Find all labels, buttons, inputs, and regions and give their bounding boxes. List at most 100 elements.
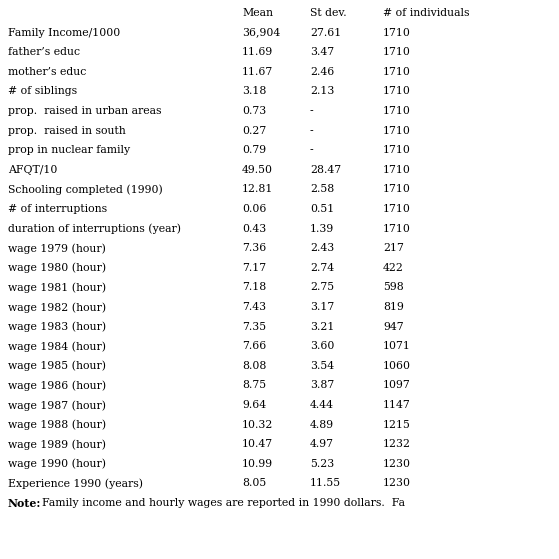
Text: 11.69: 11.69 xyxy=(242,47,273,57)
Text: 422: 422 xyxy=(383,263,404,273)
Text: 9.64: 9.64 xyxy=(242,400,266,410)
Text: 27.61: 27.61 xyxy=(310,27,341,37)
Text: prop in nuclear family: prop in nuclear family xyxy=(8,145,130,155)
Text: 1230: 1230 xyxy=(383,459,411,469)
Text: Note:: Note: xyxy=(8,498,41,509)
Text: 0.79: 0.79 xyxy=(242,145,266,155)
Text: 947: 947 xyxy=(383,321,404,331)
Text: 0.06: 0.06 xyxy=(242,204,267,214)
Text: 0.27: 0.27 xyxy=(242,126,266,136)
Text: 28.47: 28.47 xyxy=(310,165,341,175)
Text: wage 1980 (hour): wage 1980 (hour) xyxy=(8,263,106,273)
Text: wage 1990 (hour): wage 1990 (hour) xyxy=(8,459,106,470)
Text: wage 1987 (hour): wage 1987 (hour) xyxy=(8,400,106,410)
Text: 217: 217 xyxy=(383,243,404,253)
Text: 1071: 1071 xyxy=(383,341,411,351)
Text: 0.51: 0.51 xyxy=(310,204,334,214)
Text: 1710: 1710 xyxy=(383,47,411,57)
Text: 4.97: 4.97 xyxy=(310,439,334,449)
Text: wage 1989 (hour): wage 1989 (hour) xyxy=(8,439,106,450)
Text: 819: 819 xyxy=(383,302,404,312)
Text: prop.  raised in south: prop. raised in south xyxy=(8,126,126,136)
Text: wage 1988 (hour): wage 1988 (hour) xyxy=(8,420,106,430)
Text: St dev.: St dev. xyxy=(310,8,347,18)
Text: 1710: 1710 xyxy=(383,126,411,136)
Text: 1710: 1710 xyxy=(383,106,411,116)
Text: 1232: 1232 xyxy=(383,439,411,449)
Text: 2.74: 2.74 xyxy=(310,263,334,273)
Text: Family Income/1000: Family Income/1000 xyxy=(8,27,120,37)
Text: wage 1979 (hour): wage 1979 (hour) xyxy=(8,243,106,254)
Text: 1710: 1710 xyxy=(383,87,411,96)
Text: 1710: 1710 xyxy=(383,184,411,195)
Text: 10.47: 10.47 xyxy=(242,439,273,449)
Text: 1710: 1710 xyxy=(383,224,411,234)
Text: 3.60: 3.60 xyxy=(310,341,334,351)
Text: 1060: 1060 xyxy=(383,361,411,371)
Text: wage 1984 (hour): wage 1984 (hour) xyxy=(8,341,106,352)
Text: 2.75: 2.75 xyxy=(310,282,334,292)
Text: 3.54: 3.54 xyxy=(310,361,334,371)
Text: 3.87: 3.87 xyxy=(310,381,334,390)
Text: 7.17: 7.17 xyxy=(242,263,266,273)
Text: wage 1981 (hour): wage 1981 (hour) xyxy=(8,282,106,293)
Text: duration of interruptions (year): duration of interruptions (year) xyxy=(8,224,181,234)
Text: 1710: 1710 xyxy=(383,27,411,37)
Text: 0.43: 0.43 xyxy=(242,224,266,234)
Text: 3.47: 3.47 xyxy=(310,47,334,57)
Text: Experience 1990 (years): Experience 1990 (years) xyxy=(8,479,143,489)
Text: 36,904: 36,904 xyxy=(242,27,280,37)
Text: wage 1985 (hour): wage 1985 (hour) xyxy=(8,361,106,371)
Text: 3.18: 3.18 xyxy=(242,87,267,96)
Text: -: - xyxy=(310,106,314,116)
Text: 1710: 1710 xyxy=(383,204,411,214)
Text: 2.43: 2.43 xyxy=(310,243,334,253)
Text: # of siblings: # of siblings xyxy=(8,87,77,96)
Text: wage 1986 (hour): wage 1986 (hour) xyxy=(8,381,106,391)
Text: 7.66: 7.66 xyxy=(242,341,266,351)
Text: Schooling completed (1990): Schooling completed (1990) xyxy=(8,184,163,195)
Text: # of individuals: # of individuals xyxy=(383,8,470,18)
Text: -: - xyxy=(310,126,314,136)
Text: 49.50: 49.50 xyxy=(242,165,273,175)
Text: mother’s educ: mother’s educ xyxy=(8,67,86,77)
Text: 5.23: 5.23 xyxy=(310,459,334,469)
Text: 1710: 1710 xyxy=(383,145,411,155)
Text: 8.05: 8.05 xyxy=(242,479,266,489)
Text: 3.21: 3.21 xyxy=(310,321,334,331)
Text: 2.13: 2.13 xyxy=(310,87,334,96)
Text: 3.17: 3.17 xyxy=(310,302,334,312)
Text: 10.32: 10.32 xyxy=(242,420,273,430)
Text: 2.58: 2.58 xyxy=(310,184,334,195)
Text: 12.81: 12.81 xyxy=(242,184,273,195)
Text: 1230: 1230 xyxy=(383,479,411,489)
Text: 1.39: 1.39 xyxy=(310,224,334,234)
Text: 11.67: 11.67 xyxy=(242,67,273,77)
Text: wage 1983 (hour): wage 1983 (hour) xyxy=(8,321,106,332)
Text: wage 1982 (hour): wage 1982 (hour) xyxy=(8,302,106,312)
Text: 1215: 1215 xyxy=(383,420,411,430)
Text: AFQT/10: AFQT/10 xyxy=(8,165,58,175)
Text: Mean: Mean xyxy=(242,8,273,18)
Text: 8.75: 8.75 xyxy=(242,381,266,390)
Text: father’s educ: father’s educ xyxy=(8,47,80,57)
Text: 1097: 1097 xyxy=(383,381,411,390)
Text: 0.73: 0.73 xyxy=(242,106,266,116)
Text: 1710: 1710 xyxy=(383,67,411,77)
Text: 8.08: 8.08 xyxy=(242,361,267,371)
Text: 7.43: 7.43 xyxy=(242,302,266,312)
Text: prop.  raised in urban areas: prop. raised in urban areas xyxy=(8,106,162,116)
Text: 2.46: 2.46 xyxy=(310,67,334,77)
Text: # of interruptions: # of interruptions xyxy=(8,204,107,214)
Text: 7.18: 7.18 xyxy=(242,282,266,292)
Text: 7.35: 7.35 xyxy=(242,321,266,331)
Text: 1147: 1147 xyxy=(383,400,411,410)
Text: 4.89: 4.89 xyxy=(310,420,334,430)
Text: Family income and hourly wages are reported in 1990 dollars.  Fa: Family income and hourly wages are repor… xyxy=(35,498,405,508)
Text: 598: 598 xyxy=(383,282,404,292)
Text: 4.44: 4.44 xyxy=(310,400,334,410)
Text: -: - xyxy=(310,145,314,155)
Text: 10.99: 10.99 xyxy=(242,459,273,469)
Text: 7.36: 7.36 xyxy=(242,243,266,253)
Text: 11.55: 11.55 xyxy=(310,479,341,489)
